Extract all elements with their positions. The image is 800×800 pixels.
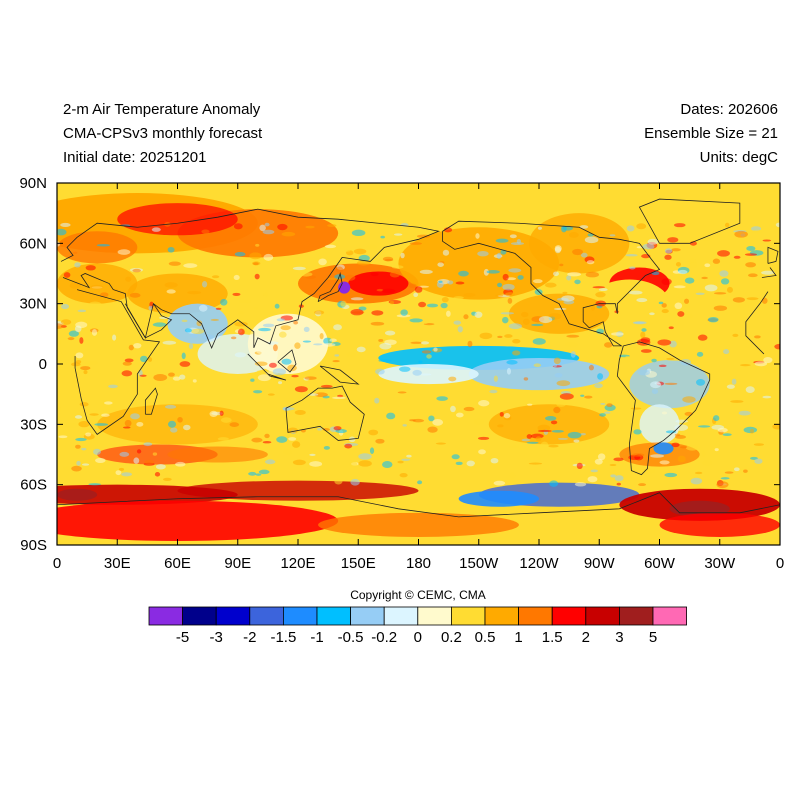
map-title: 2-m Air Temperature Anomaly: [63, 101, 261, 118]
lon-tick-label: 60W: [644, 555, 676, 570]
colorbar-label: -2: [243, 629, 256, 646]
lat-tick-label: 90N: [19, 175, 47, 192]
colorbar-label: -5: [176, 629, 189, 646]
colorbar-label: 3: [615, 629, 623, 646]
ensemble-size: Ensemble Size = 21: [644, 125, 778, 142]
copyright-label: Copyright © CEMC, CMA: [350, 588, 486, 602]
colorbar-swatch: [484, 606, 519, 626]
lon-tick-label: 90W: [584, 555, 616, 570]
colorbar-swatch: [585, 606, 620, 626]
coastlines: [57, 198, 780, 518]
units-label: Units: degC: [699, 149, 778, 166]
lon-tick-label: 30W: [704, 555, 736, 570]
colorbar-swatch: [316, 606, 351, 626]
colorbar-swatch: [652, 606, 687, 626]
colorbar-swatch: [148, 606, 183, 626]
colorbar-label: 1: [514, 629, 522, 646]
colorbar-label: -0.2: [371, 629, 397, 646]
colorbar-label: 0.2: [441, 629, 462, 646]
lon-tick-label: 120W: [519, 555, 559, 570]
map-subtitle: CMA-CPSv3 monthly forecast: [63, 125, 263, 142]
colorbar-swatch: [551, 606, 587, 626]
lon-tick-label: 120E: [280, 555, 315, 570]
colorbar-swatch: [383, 606, 419, 626]
lat-tick-label: 30S: [20, 416, 47, 433]
lon-tick-label: 60E: [164, 555, 191, 570]
colorbar-label: -1: [310, 629, 323, 646]
lon-tick-label: 90E: [224, 555, 251, 570]
lat-tick-label: 0: [39, 356, 47, 373]
colorbar-label: 0.5: [475, 629, 496, 646]
colorbar-swatch: [619, 606, 654, 626]
colorbar-label: 2: [582, 629, 590, 646]
lon-tick-label: 0: [53, 555, 61, 570]
colorbar-swatch: [417, 606, 452, 626]
colorbar-swatch: [450, 606, 486, 626]
lon-tick-label: 180: [406, 555, 431, 570]
lat-tick-label: 60S: [20, 477, 47, 494]
anomaly-map: 90N 60N 30N 0 30S 60S 90S 0 30E 60E 90E 120E 150E 18…: [19, 175, 784, 570]
colorbar-swatch: [182, 606, 217, 626]
colorbar-label: -3: [210, 629, 223, 646]
lon-tick-label: 150E: [341, 555, 376, 570]
lat-tick-label: 60N: [19, 235, 47, 252]
anomaly-field: [57, 183, 780, 545]
lon-tick-label: 30E: [104, 555, 131, 570]
colorbar-swatch: [518, 606, 553, 626]
header-right: Dates: 202606 Ensemble Size = 21 Units: …: [644, 98, 778, 170]
colorbar-swatch: [215, 606, 251, 626]
forecast-dates: Dates: 202606: [680, 101, 778, 118]
colorbar-label: -0.5: [338, 629, 364, 646]
latitude-axis: 90N 60N 30N 0 30S 60S 90S: [19, 175, 780, 554]
initial-date: Initial date: 20251201: [63, 149, 207, 166]
longitude-axis: 0 30E 60E 90E 120E 150E 180 150W 120W 90W 60W 30W 0: [53, 183, 784, 570]
colorbar-swatch: [350, 606, 385, 626]
header-left: 2-m Air Temperature Anomaly CMA-CPSv3 mo…: [63, 98, 262, 170]
colorbar-swatch: [249, 606, 284, 626]
colorbar-label: 1.5: [542, 629, 563, 646]
colorbar-label: 5: [649, 629, 657, 646]
lat-tick-label: 30N: [19, 296, 47, 313]
lat-tick-label: 90S: [20, 537, 47, 554]
colorbar-label: 0: [414, 629, 422, 646]
lon-tick-label: 0: [776, 555, 784, 570]
colorbar-label: -1.5: [270, 629, 296, 646]
lon-tick-label: 150W: [459, 555, 499, 570]
colorbar-swatch: [282, 606, 318, 626]
